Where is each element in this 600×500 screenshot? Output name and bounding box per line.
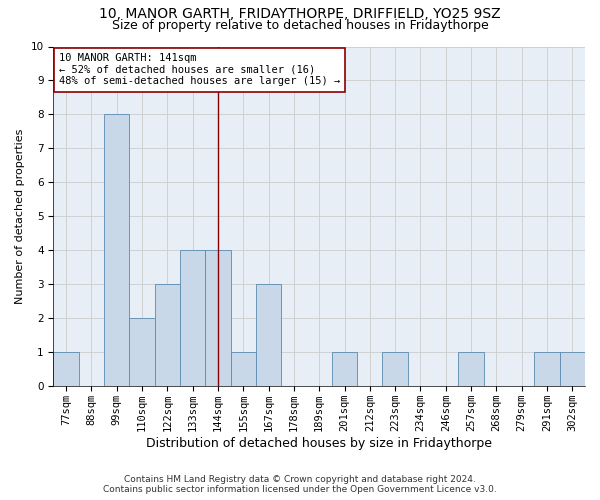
Bar xyxy=(382,352,408,386)
Bar xyxy=(560,352,585,386)
Bar xyxy=(230,352,256,386)
X-axis label: Distribution of detached houses by size in Fridaythorpe: Distribution of detached houses by size … xyxy=(146,437,492,450)
Bar xyxy=(458,352,484,386)
Bar xyxy=(256,284,281,386)
Bar xyxy=(104,114,130,386)
Text: Contains HM Land Registry data © Crown copyright and database right 2024.
Contai: Contains HM Land Registry data © Crown c… xyxy=(103,474,497,494)
Text: 10, MANOR GARTH, FRIDAYTHORPE, DRIFFIELD, YO25 9SZ: 10, MANOR GARTH, FRIDAYTHORPE, DRIFFIELD… xyxy=(99,8,501,22)
Y-axis label: Number of detached properties: Number of detached properties xyxy=(15,128,25,304)
Bar xyxy=(130,318,155,386)
Bar xyxy=(535,352,560,386)
Bar xyxy=(180,250,205,386)
Text: Size of property relative to detached houses in Fridaythorpe: Size of property relative to detached ho… xyxy=(112,18,488,32)
Bar xyxy=(332,352,357,386)
Bar xyxy=(53,352,79,386)
Bar xyxy=(155,284,180,386)
Text: 10 MANOR GARTH: 141sqm
← 52% of detached houses are smaller (16)
48% of semi-det: 10 MANOR GARTH: 141sqm ← 52% of detached… xyxy=(59,54,340,86)
Bar xyxy=(205,250,230,386)
